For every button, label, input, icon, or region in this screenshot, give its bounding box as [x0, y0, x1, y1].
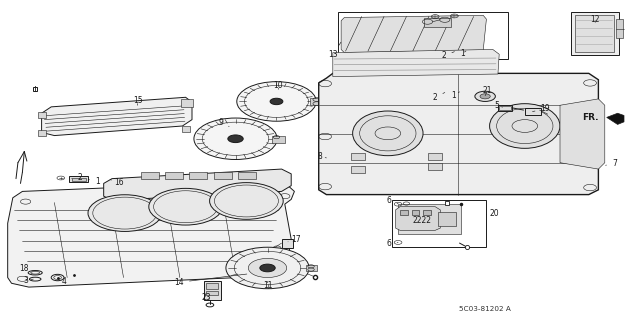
Bar [351, 153, 365, 160]
Polygon shape [560, 99, 605, 169]
Text: 2: 2 [433, 93, 445, 102]
Text: 10: 10 [273, 81, 284, 90]
Circle shape [260, 264, 275, 272]
Text: 9: 9 [218, 118, 229, 127]
Bar [424, 18, 451, 27]
Text: 3: 3 [23, 276, 33, 285]
Bar [69, 176, 88, 182]
Circle shape [480, 94, 490, 99]
Bar [306, 265, 317, 271]
Bar [412, 210, 419, 215]
Bar [272, 136, 285, 143]
Bar [428, 153, 442, 160]
Text: 14: 14 [174, 274, 247, 287]
Bar [351, 166, 365, 173]
Bar [438, 212, 456, 226]
Text: 1: 1 [451, 91, 460, 100]
Text: 4: 4 [58, 277, 67, 286]
Circle shape [248, 258, 287, 278]
Ellipse shape [353, 111, 423, 156]
Circle shape [475, 91, 495, 101]
Bar [38, 112, 46, 118]
Text: 11: 11 [263, 281, 272, 290]
Ellipse shape [88, 195, 162, 232]
Text: 12: 12 [591, 15, 600, 24]
Polygon shape [42, 97, 192, 136]
Bar [206, 283, 218, 289]
Bar [282, 239, 293, 248]
Text: 20: 20 [486, 209, 499, 218]
Text: 8: 8 [317, 152, 326, 161]
Polygon shape [341, 15, 486, 53]
Polygon shape [8, 181, 294, 287]
Text: 16: 16 [110, 178, 124, 187]
Bar [338, 12, 508, 59]
Bar [165, 172, 183, 179]
Text: 7: 7 [605, 159, 617, 168]
Bar [428, 163, 442, 170]
Circle shape [226, 247, 309, 289]
Polygon shape [607, 113, 624, 124]
Text: 21: 21 [483, 86, 492, 96]
Bar [525, 108, 541, 115]
Text: 6: 6 [387, 239, 398, 248]
Text: 2222: 2222 [413, 216, 432, 225]
Bar [182, 126, 190, 132]
Bar [38, 130, 46, 136]
Text: FR.: FR. [582, 113, 599, 122]
Bar [499, 106, 511, 110]
Bar [310, 98, 322, 105]
Bar [423, 210, 431, 215]
Text: 23: 23 [201, 293, 211, 302]
Text: 17: 17 [288, 235, 301, 244]
Bar [214, 172, 232, 179]
Bar [72, 178, 86, 181]
Bar [398, 204, 461, 234]
Text: 18: 18 [20, 264, 32, 273]
Ellipse shape [148, 188, 223, 225]
Bar [575, 15, 614, 52]
Text: 2: 2 [72, 173, 83, 182]
Bar [204, 281, 221, 300]
Text: 6: 6 [387, 197, 398, 205]
Circle shape [228, 135, 243, 143]
Bar [248, 267, 271, 276]
Circle shape [237, 82, 316, 121]
Text: 13: 13 [328, 42, 341, 59]
Bar [181, 99, 193, 107]
Text: 1: 1 [460, 49, 466, 58]
Bar [400, 210, 408, 215]
Bar [238, 172, 256, 179]
Text: 5C03-81202 A: 5C03-81202 A [459, 306, 511, 312]
Polygon shape [396, 207, 440, 230]
Text: 15: 15 [132, 96, 143, 105]
Bar [616, 19, 623, 38]
Circle shape [194, 118, 277, 160]
Polygon shape [104, 169, 291, 200]
Bar [206, 291, 218, 295]
Bar [141, 172, 159, 179]
Text: 19: 19 [532, 104, 550, 113]
Polygon shape [333, 49, 499, 77]
Bar [392, 200, 486, 247]
Bar [498, 105, 512, 111]
Bar [571, 12, 619, 55]
Text: 2: 2 [442, 51, 454, 60]
Circle shape [270, 98, 283, 105]
Bar [189, 172, 207, 179]
Text: 5: 5 [494, 101, 502, 110]
Ellipse shape [490, 104, 560, 148]
Polygon shape [319, 73, 598, 195]
Text: 1: 1 [88, 177, 100, 186]
Ellipse shape [210, 182, 283, 219]
